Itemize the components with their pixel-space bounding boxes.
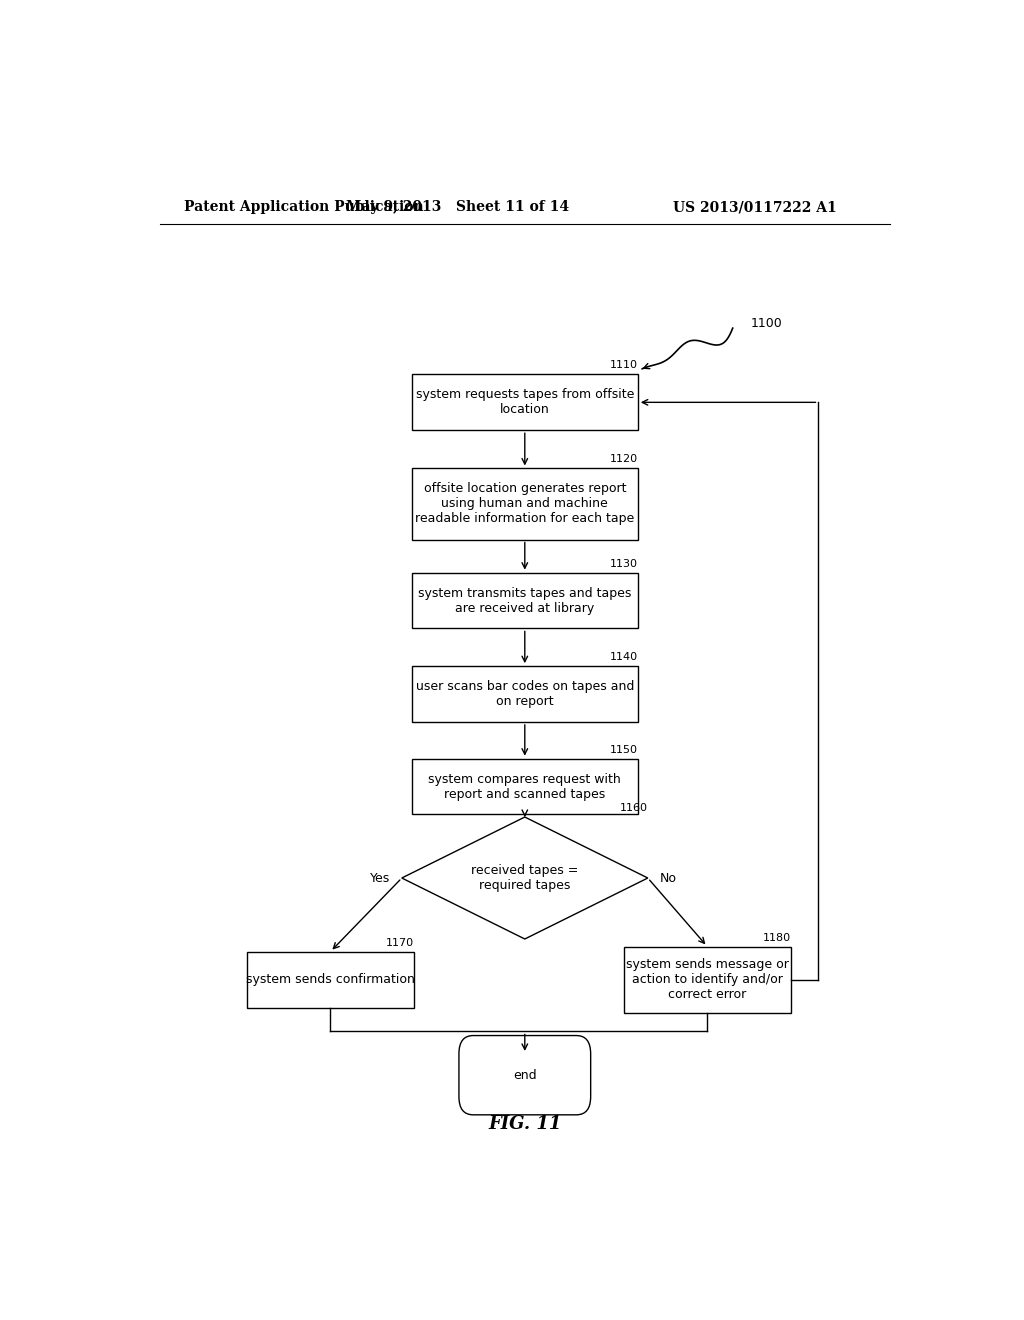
Polygon shape (401, 817, 648, 939)
Text: US 2013/0117222 A1: US 2013/0117222 A1 (673, 201, 837, 214)
Text: 1160: 1160 (620, 803, 648, 813)
Text: system compares request with
report and scanned tapes: system compares request with report and … (428, 772, 622, 800)
Text: 1150: 1150 (610, 744, 638, 755)
Text: No: No (659, 871, 677, 884)
FancyBboxPatch shape (459, 1036, 591, 1115)
FancyBboxPatch shape (247, 952, 414, 1007)
Text: end: end (513, 1069, 537, 1081)
Text: 1120: 1120 (609, 454, 638, 465)
Text: received tapes =
required tapes: received tapes = required tapes (471, 865, 579, 892)
Text: 1140: 1140 (609, 652, 638, 663)
Text: FIG. 11: FIG. 11 (488, 1115, 561, 1133)
Text: Yes: Yes (370, 871, 390, 884)
FancyBboxPatch shape (412, 573, 638, 628)
Text: Patent Application Publication: Patent Application Publication (183, 201, 423, 214)
Text: offsite location generates report
using human and machine
readable information f: offsite location generates report using … (415, 483, 635, 525)
Text: 1130: 1130 (610, 558, 638, 569)
FancyBboxPatch shape (412, 759, 638, 814)
Text: 1100: 1100 (751, 317, 782, 330)
FancyBboxPatch shape (412, 667, 638, 722)
Text: 1170: 1170 (386, 937, 414, 948)
Text: May 9, 2013   Sheet 11 of 14: May 9, 2013 Sheet 11 of 14 (346, 201, 569, 214)
Text: 1110: 1110 (610, 360, 638, 371)
FancyBboxPatch shape (412, 375, 638, 430)
FancyBboxPatch shape (412, 469, 638, 540)
Text: system sends confirmation: system sends confirmation (246, 973, 415, 986)
Text: user scans bar codes on tapes and
on report: user scans bar codes on tapes and on rep… (416, 680, 634, 708)
Text: system transmits tapes and tapes
are received at library: system transmits tapes and tapes are rec… (418, 586, 632, 615)
FancyBboxPatch shape (624, 946, 791, 1012)
Text: system requests tapes from offsite
location: system requests tapes from offsite locat… (416, 388, 634, 416)
Text: 1180: 1180 (763, 932, 791, 942)
Text: system sends message or
action to identify and/or
correct error: system sends message or action to identi… (626, 958, 788, 1001)
